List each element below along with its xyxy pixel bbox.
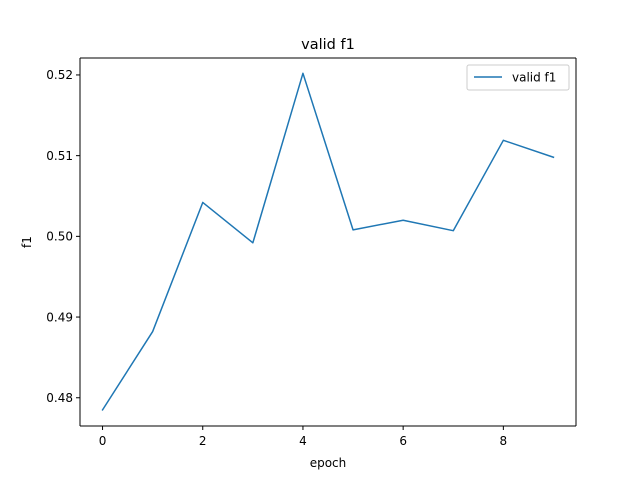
y-tick-label: 0.51 [46, 149, 73, 163]
plot-frame [79, 57, 577, 427]
series-line-valid-f1 [101, 72, 555, 411]
axis-ticks: 0 2 4 6 8 0.48 0.49 0.50 0.51 0.52 [46, 68, 507, 448]
y-tick-label: 0.48 [46, 391, 73, 405]
x-tick-label: 2 [199, 434, 207, 448]
x-axis-label: epoch [310, 456, 347, 470]
y-tick-label: 0.50 [46, 230, 73, 244]
x-tick-label: 0 [99, 434, 107, 448]
series-layer [101, 72, 555, 411]
legend-box [466, 64, 570, 91]
y-tick-label: 0.52 [46, 68, 73, 82]
x-tick-label: 8 [500, 434, 508, 448]
legend: valid f1 [466, 64, 570, 91]
chart-title: valid f1 [301, 37, 355, 53]
x-tick-label: 4 [299, 434, 307, 448]
y-tick-label: 0.49 [46, 310, 73, 324]
x-tick-label: 6 [399, 434, 407, 448]
plot-area [80, 58, 576, 426]
y-axis-label: f1 [20, 236, 34, 248]
legend-label-valid-f1: valid f1 [512, 71, 556, 85]
